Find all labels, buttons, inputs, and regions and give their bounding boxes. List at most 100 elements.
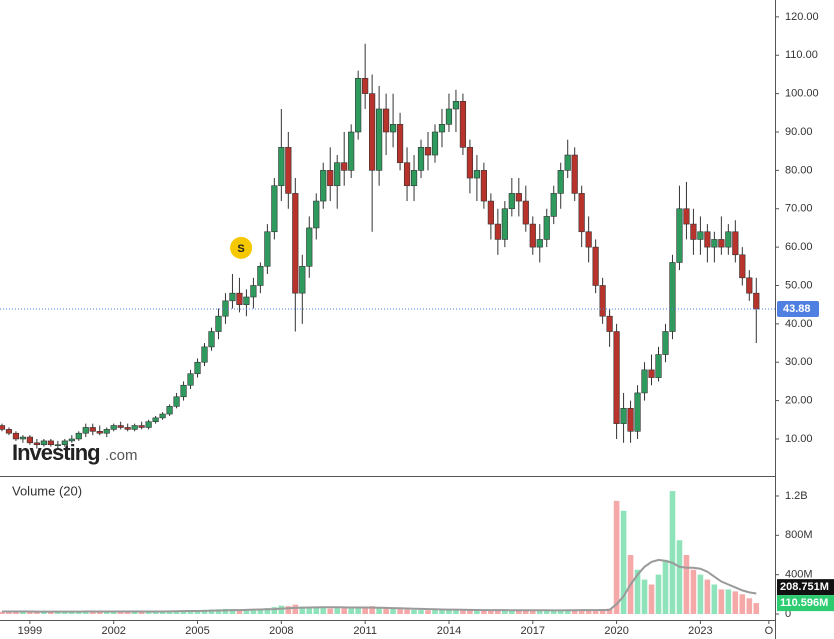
y-tick-label: 10.00 <box>785 433 813 445</box>
volume-bar <box>432 610 438 615</box>
candle-body <box>634 392 641 432</box>
volume-y-tick-label: 800M <box>785 529 813 541</box>
candle-body <box>355 77 362 133</box>
volume-bar <box>376 607 382 615</box>
volume-bar <box>362 606 368 615</box>
candle-body <box>683 208 690 225</box>
volume-bar <box>613 500 620 615</box>
candle-body <box>327 170 334 187</box>
volume-bar <box>299 606 306 615</box>
volume-bar <box>250 609 257 615</box>
ma-badge-label: 208.751M <box>780 581 829 593</box>
candle-body <box>606 315 613 332</box>
volume-bar <box>75 611 82 615</box>
candle-body <box>40 440 47 446</box>
candle-body <box>676 208 683 263</box>
volume-bar <box>0 611 5 615</box>
volume-bar <box>243 609 250 615</box>
volume-bar <box>20 611 26 615</box>
volume-bar <box>634 569 641 615</box>
volume-bar <box>348 607 354 615</box>
volume-bar <box>683 554 690 615</box>
volume-bar <box>306 607 313 615</box>
volume-bar <box>571 609 578 615</box>
candle-body <box>243 296 250 305</box>
candle-body <box>536 239 543 248</box>
volume-bar <box>592 609 599 615</box>
ma-badge <box>777 579 834 596</box>
volume-bar <box>390 608 396 615</box>
volume-bar <box>166 610 173 615</box>
candle-body <box>12 432 20 440</box>
volume-bar <box>201 609 208 615</box>
volume-bar <box>599 609 606 615</box>
candle-body <box>438 124 446 133</box>
candle-body <box>313 200 320 229</box>
candle-body <box>529 223 536 248</box>
candle-body <box>396 124 404 163</box>
volume-bar <box>543 610 550 615</box>
volume-bar <box>404 609 410 615</box>
volume-bar <box>488 610 494 615</box>
volume-bar <box>48 611 54 615</box>
volume-bar <box>103 611 110 615</box>
volume-bar <box>383 608 389 615</box>
volume-bar <box>418 610 424 615</box>
y-tick-label: 80.00 <box>785 164 813 176</box>
candle-body <box>424 147 432 156</box>
x-tick-label: 2011 <box>353 625 377 637</box>
candle-body <box>61 440 68 446</box>
y-tick-label: 50.00 <box>785 279 813 291</box>
y-tick-label: 90.00 <box>785 126 813 138</box>
candle-body <box>613 331 620 424</box>
y-tick-label: 20.00 <box>785 395 813 407</box>
candle-body <box>292 193 299 294</box>
candle-body <box>599 285 606 317</box>
event-marker[interactable] <box>230 236 253 259</box>
volume-bar <box>669 491 676 615</box>
volume-bar <box>369 606 375 615</box>
volume-bar <box>159 611 166 615</box>
volume-bar <box>145 611 152 615</box>
volume-bar <box>187 610 194 615</box>
candle-body <box>138 425 145 428</box>
volume-bar <box>753 603 760 615</box>
volume-bar <box>173 610 180 615</box>
candle-body <box>173 396 180 407</box>
candle-body <box>236 292 243 305</box>
candle-body <box>285 147 292 194</box>
y-tick-label: 100.00 <box>785 88 819 100</box>
candle-body <box>278 147 285 187</box>
candle-body <box>26 436 33 444</box>
logo-brand: Investing <box>12 440 100 465</box>
candle-body <box>145 421 152 428</box>
candle-body <box>620 407 627 424</box>
candle-body <box>180 384 187 398</box>
candle-body <box>746 277 753 294</box>
volume-bar <box>536 610 543 615</box>
candle-body <box>417 147 425 171</box>
volume-bar <box>585 610 592 615</box>
volume-bar <box>676 540 683 615</box>
volume-bar <box>509 610 515 615</box>
volume-bar <box>320 608 327 615</box>
logo-suffix: .com <box>105 447 138 464</box>
candle-body <box>229 292 236 302</box>
x-tick-label: 2017 <box>521 625 545 637</box>
candle-body <box>19 436 27 440</box>
volume-bar <box>13 611 19 615</box>
y-tick-label: 60.00 <box>785 241 813 253</box>
volume-bar <box>131 611 138 615</box>
volume-bar <box>502 610 508 615</box>
volume-bar <box>222 608 229 615</box>
candle-body <box>669 262 676 332</box>
volume-bar <box>648 584 655 615</box>
event-marker-label: S <box>237 243 244 255</box>
last-price-badge <box>777 300 819 317</box>
candle-body <box>208 331 215 348</box>
volume-bar <box>278 605 285 615</box>
candle-body <box>348 131 355 171</box>
volume-bar <box>718 589 725 615</box>
volume-bar <box>446 609 452 615</box>
